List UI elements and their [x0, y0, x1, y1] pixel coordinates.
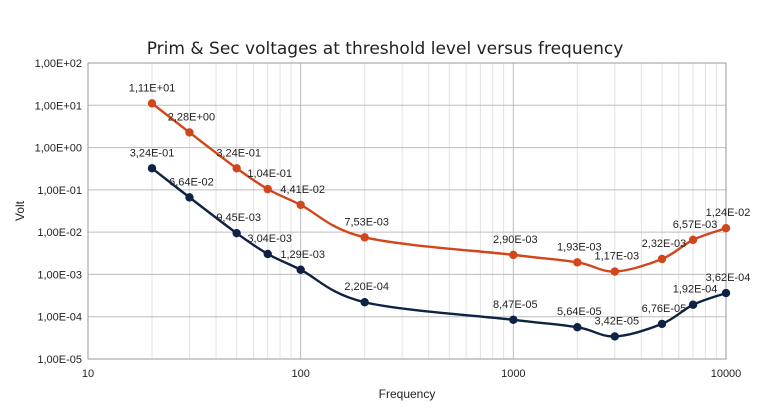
x-tick-label: 1000 — [501, 368, 525, 380]
data-point — [296, 200, 305, 210]
data-point — [232, 164, 241, 173]
x-tick-label: 10 — [82, 368, 94, 380]
data-point — [185, 128, 194, 137]
data-label: 1,93E-03 — [557, 241, 602, 253]
data-label: 2,90E-03 — [493, 234, 538, 246]
data-point — [232, 228, 241, 238]
data-point — [688, 235, 698, 245]
data-point — [360, 233, 369, 242]
data-point — [296, 265, 305, 274]
data-label: 2,20E-04 — [344, 281, 389, 293]
data-point — [721, 223, 731, 233]
data-label: 3,62E-04 — [706, 272, 751, 284]
data-label: 1,11E+01 — [129, 82, 176, 94]
data-label: 1,24E-02 — [706, 207, 751, 219]
data-label: 9,45E-03 — [216, 212, 261, 224]
data-point — [573, 258, 582, 267]
data-label: 1,04E-01 — [247, 168, 292, 180]
series-prim: 1,11E+01 2,28E+00 3,24E-01 1,04E-01 4,41E-02… — [129, 82, 751, 276]
data-label: 8,47E-05 — [493, 299, 538, 311]
data-label: 3,04E-03 — [247, 233, 292, 245]
data-label: 6,76E-05 — [642, 303, 687, 315]
data-point — [610, 267, 620, 276]
data-point — [263, 249, 272, 259]
data-point — [573, 323, 582, 332]
y-axis: 1,00E-05 1,00E-04 1,00E-03 1,00E-02 1,00E-01… — [35, 58, 82, 366]
data-label: 2,28E+00 — [168, 111, 215, 123]
data-label: 3,42E-05 — [594, 315, 639, 327]
data-point — [147, 164, 157, 173]
data-label: 5,64E-05 — [557, 306, 602, 318]
data-label: 3,24E-01 — [130, 147, 175, 159]
y-tick-label: 1,00E-05 — [37, 354, 82, 366]
y-tick-label: 1,00E-01 — [37, 185, 82, 197]
x-tick-label: 10000 — [711, 368, 742, 380]
data-point — [721, 288, 731, 298]
data-point — [688, 300, 698, 309]
data-label: 4,41E-02 — [280, 184, 325, 196]
data-point — [263, 184, 272, 194]
data-point — [185, 193, 194, 202]
data-label: 1,29E-03 — [280, 249, 325, 261]
data-label: 2,32E-03 — [642, 238, 687, 250]
series-line — [151, 167, 727, 338]
data-label: 1,92E-04 — [673, 284, 718, 296]
data-label: 1,17E-03 — [594, 251, 639, 263]
data-label: 3,24E-01 — [216, 147, 261, 159]
y-axis-label: Volt — [13, 200, 27, 221]
y-tick-label: 1,00E+00 — [35, 143, 82, 155]
x-axis: 10 100 1000 10000 — [82, 368, 741, 380]
data-point — [147, 99, 157, 108]
chart-title: Prim & Sec voltages at threshold level v… — [147, 39, 624, 59]
data-label: 6,64E-02 — [169, 176, 214, 188]
data-point — [657, 319, 667, 329]
series-sec: 3,24E-01 6,64E-02 9,45E-03 3,04E-03 1,29E-03… — [130, 147, 751, 341]
data-point — [360, 298, 369, 307]
data-label: 6,57E-03 — [673, 219, 718, 231]
series-line — [151, 102, 727, 273]
data-point — [610, 332, 620, 341]
y-tick-label: 1,00E+02 — [35, 58, 82, 70]
y-tick-label: 1,00E-04 — [37, 312, 82, 324]
y-tick-label: 1,00E+01 — [35, 100, 82, 112]
data-point — [657, 254, 667, 264]
data-point — [509, 250, 518, 260]
y-tick-label: 1,00E-02 — [37, 227, 82, 239]
data-label: 7,53E-03 — [344, 216, 389, 228]
y-tick-label: 1,00E-03 — [37, 269, 82, 281]
x-tick-label: 100 — [291, 368, 309, 380]
series-group: 1,11E+01 2,28E+00 3,24E-01 1,04E-01 4,41E-02… — [129, 82, 751, 341]
data-point — [509, 315, 518, 324]
plot-frame — [87, 62, 727, 360]
x-axis-label: Frequency — [379, 387, 436, 401]
